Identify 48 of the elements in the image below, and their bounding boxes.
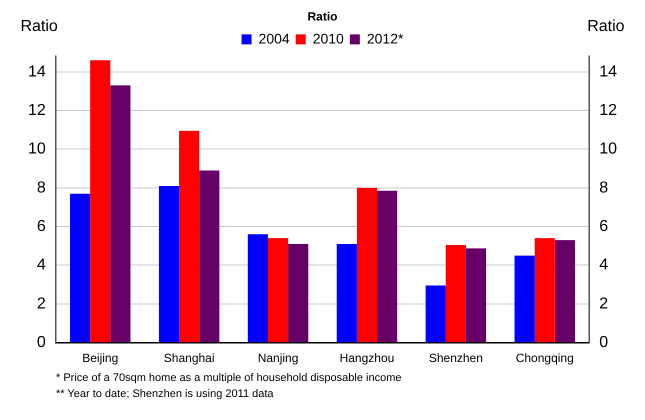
legend-label: 2010 (312, 30, 344, 46)
y2-tick-label: 2 (599, 295, 608, 312)
chart-title: Ratio (308, 10, 338, 24)
y2-tick-label: 10 (599, 140, 618, 158)
y-tick-label: 10 (28, 140, 46, 158)
x-tick-label: Shanghai (164, 351, 215, 366)
y-tick-label: 12 (28, 102, 46, 119)
bar (110, 85, 130, 342)
legend-label: 2004 (258, 30, 290, 46)
y2-tick-label: 12 (599, 102, 618, 119)
bar (158, 186, 180, 342)
bar (514, 256, 535, 342)
x-tick-label: Beijing (82, 351, 118, 366)
text: * Price of a 70sqm home as a multiple of household disposable income (56, 371, 402, 386)
y-tick-label: 6 (36, 218, 46, 235)
text: ** Year to date; Shenzhen is using 2011 data (56, 387, 275, 402)
bar (179, 130, 200, 342)
bar (288, 244, 308, 342)
bar (248, 234, 268, 342)
y-axis-title: Ratio (20, 18, 58, 35)
y-tick-label: 0 (36, 334, 46, 352)
y-tick-label: 8 (36, 179, 46, 196)
y2-axis-title: Ratio (587, 18, 625, 35)
bar (268, 238, 288, 342)
y2-tick-label: 4 (599, 256, 608, 274)
bar (70, 194, 90, 342)
bar (356, 188, 378, 342)
bar (336, 244, 357, 342)
y-tick-label: 2 (36, 295, 46, 312)
bar (90, 60, 110, 342)
x-tick-label: Chongqing (516, 351, 574, 366)
y2-tick-label: 8 (599, 179, 608, 196)
bar (199, 170, 220, 342)
bar (377, 190, 398, 342)
y2-tick-label: 14 (599, 63, 618, 80)
y-tick-label: 14 (28, 63, 46, 80)
bar (446, 244, 466, 342)
x-tick-label: Nanjing (258, 351, 298, 366)
legend-label: 2012* (366, 30, 404, 46)
bar (426, 286, 446, 342)
y2-tick-label: 6 (599, 218, 608, 235)
y2-tick-label: 0 (599, 334, 608, 352)
bar (554, 240, 575, 342)
bar (466, 248, 486, 342)
x-tick-label: Shenzhen (428, 351, 483, 366)
x-tick-label: Hangzhou (340, 351, 394, 366)
bar (534, 238, 555, 342)
y-tick-label: 4 (36, 256, 46, 274)
